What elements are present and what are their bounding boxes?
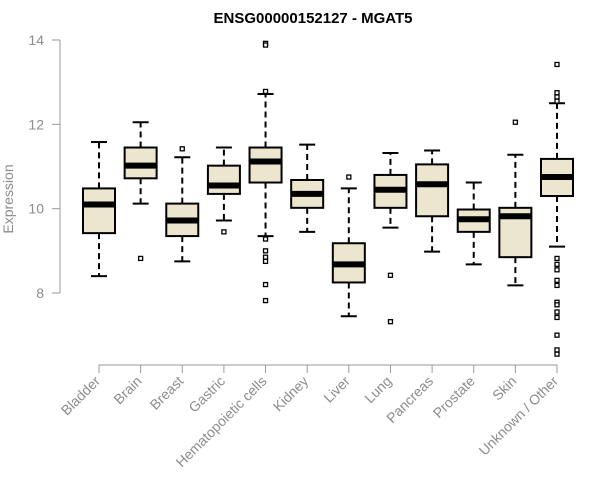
x-tick-label: Liver — [320, 373, 353, 406]
outlier-point — [554, 314, 560, 321]
box-gastric — [206, 146, 241, 235]
outlier-point — [137, 255, 144, 262]
iqr-box — [206, 164, 241, 195]
outlier-point — [262, 42, 269, 48]
y-ticks: 8 10 12 14 — [28, 32, 60, 301]
outlier-point — [387, 319, 394, 325]
x-tick-label: Prostate — [430, 373, 478, 421]
boxes — [82, 40, 574, 357]
outlier-point — [346, 174, 352, 180]
x-tick-label: Skin — [489, 373, 520, 404]
x-tick-label: Brain — [110, 373, 144, 407]
y-tick-label: 12 — [28, 116, 44, 132]
outlier-point — [262, 236, 269, 242]
outlier-point — [554, 255, 560, 262]
box-lung — [373, 152, 408, 325]
outlier-point — [554, 61, 560, 68]
box-prostate — [456, 181, 491, 266]
outlier-point — [554, 277, 560, 284]
x-tick-label: Kidney — [270, 373, 312, 415]
box-unknown-other — [540, 61, 574, 357]
box-breast — [165, 146, 200, 263]
box-kidney — [290, 143, 325, 233]
outlier-point — [179, 146, 185, 152]
chart-title: ENSG00000152127 - MGAT5 — [214, 10, 413, 27]
outlier-point — [554, 347, 560, 353]
y-tick-label: 8 — [36, 285, 44, 301]
outlier-point — [554, 351, 560, 357]
iqr-box — [248, 146, 283, 184]
iqr-box — [82, 187, 116, 235]
outlier-point — [554, 309, 560, 315]
outlier-point — [554, 94, 560, 100]
outlier-point — [262, 254, 269, 260]
x-tick-label: Lung — [361, 373, 394, 406]
outlier-point — [221, 229, 227, 235]
outlier-point — [262, 248, 269, 254]
x-tick-label: Unknown / Other — [476, 373, 562, 459]
outlier-point — [262, 281, 269, 288]
y-axis-label: Expression — [0, 164, 16, 233]
outlier-point — [262, 88, 269, 95]
outlier-point — [512, 119, 519, 125]
outlier-point — [387, 272, 394, 278]
x-tick-label: Bladder — [58, 373, 104, 419]
outlier-point — [554, 261, 560, 267]
outlier-point — [262, 258, 269, 265]
iqr-box — [415, 163, 450, 218]
y-tick-label: 10 — [28, 201, 44, 217]
box-liver — [331, 174, 366, 318]
outlier-point — [554, 332, 560, 338]
outlier-point — [554, 282, 560, 289]
box-hematopoietic-cells — [248, 40, 283, 304]
outlier-point — [262, 297, 269, 304]
box-pancreas — [415, 149, 450, 253]
outlier-point — [554, 98, 560, 104]
outlier-point — [554, 302, 560, 308]
box-brain — [123, 121, 158, 262]
outlier-point — [554, 267, 560, 273]
outlier-point — [554, 90, 560, 96]
y-tick-label: 14 — [28, 32, 44, 48]
box-bladder — [82, 141, 116, 278]
x-tick-label: Breast — [146, 373, 186, 413]
box-skin — [498, 119, 533, 287]
